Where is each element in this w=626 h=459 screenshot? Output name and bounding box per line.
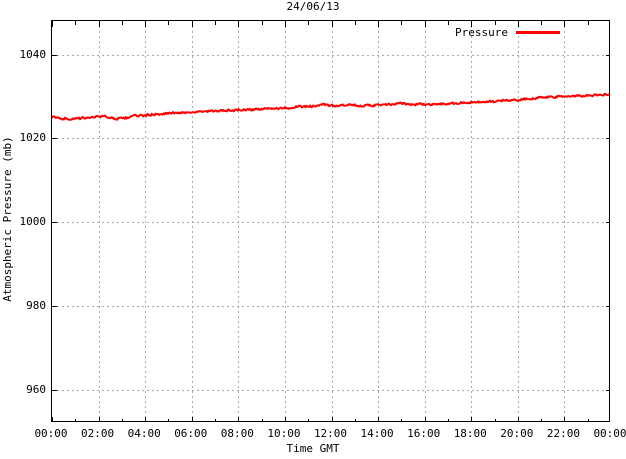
legend-swatch-pressure — [515, 30, 560, 34]
x-tick-label: 08:00 — [220, 427, 254, 440]
grid-lines — [52, 21, 609, 421]
x-tick-label: 00:00 — [34, 427, 68, 440]
x-tick-label: 18:00 — [453, 427, 487, 440]
x-tick-label: 06:00 — [174, 427, 208, 440]
y-axis-title: Atmospheric Pressure (mb) — [1, 136, 14, 302]
x-tick-label: 04:00 — [127, 427, 161, 440]
x-tick-label: 14:00 — [360, 427, 394, 440]
plot-area — [51, 20, 610, 422]
y-tick-label: 1020 — [19, 131, 47, 145]
x-tick-label: 20:00 — [500, 427, 534, 440]
x-tick-label: 10:00 — [267, 427, 301, 440]
legend: Pressure — [455, 24, 560, 40]
y-tick-label: 980 — [26, 298, 46, 312]
y-tick-label: 960 — [26, 382, 46, 396]
x-tick-label: 22:00 — [546, 427, 580, 440]
y-axis-tick-labels: 960 980 1000 1020 1040 — [0, 0, 47, 459]
pressure-series-line — [52, 92, 609, 121]
y-tick-label: 1040 — [19, 47, 47, 61]
x-tick-label: 00:00 — [593, 427, 626, 440]
x-tick-label: 12:00 — [313, 427, 348, 440]
y-tick-label: 1000 — [19, 215, 47, 228]
x-tick-label: 16:00 — [407, 427, 441, 440]
x-axis-title: Time GMT — [286, 442, 340, 455]
x-tick-label: 02:00 — [81, 427, 115, 440]
legend-label-pressure: Pressure — [455, 25, 508, 39]
chart-title: 24/06/13 — [286, 0, 340, 13]
